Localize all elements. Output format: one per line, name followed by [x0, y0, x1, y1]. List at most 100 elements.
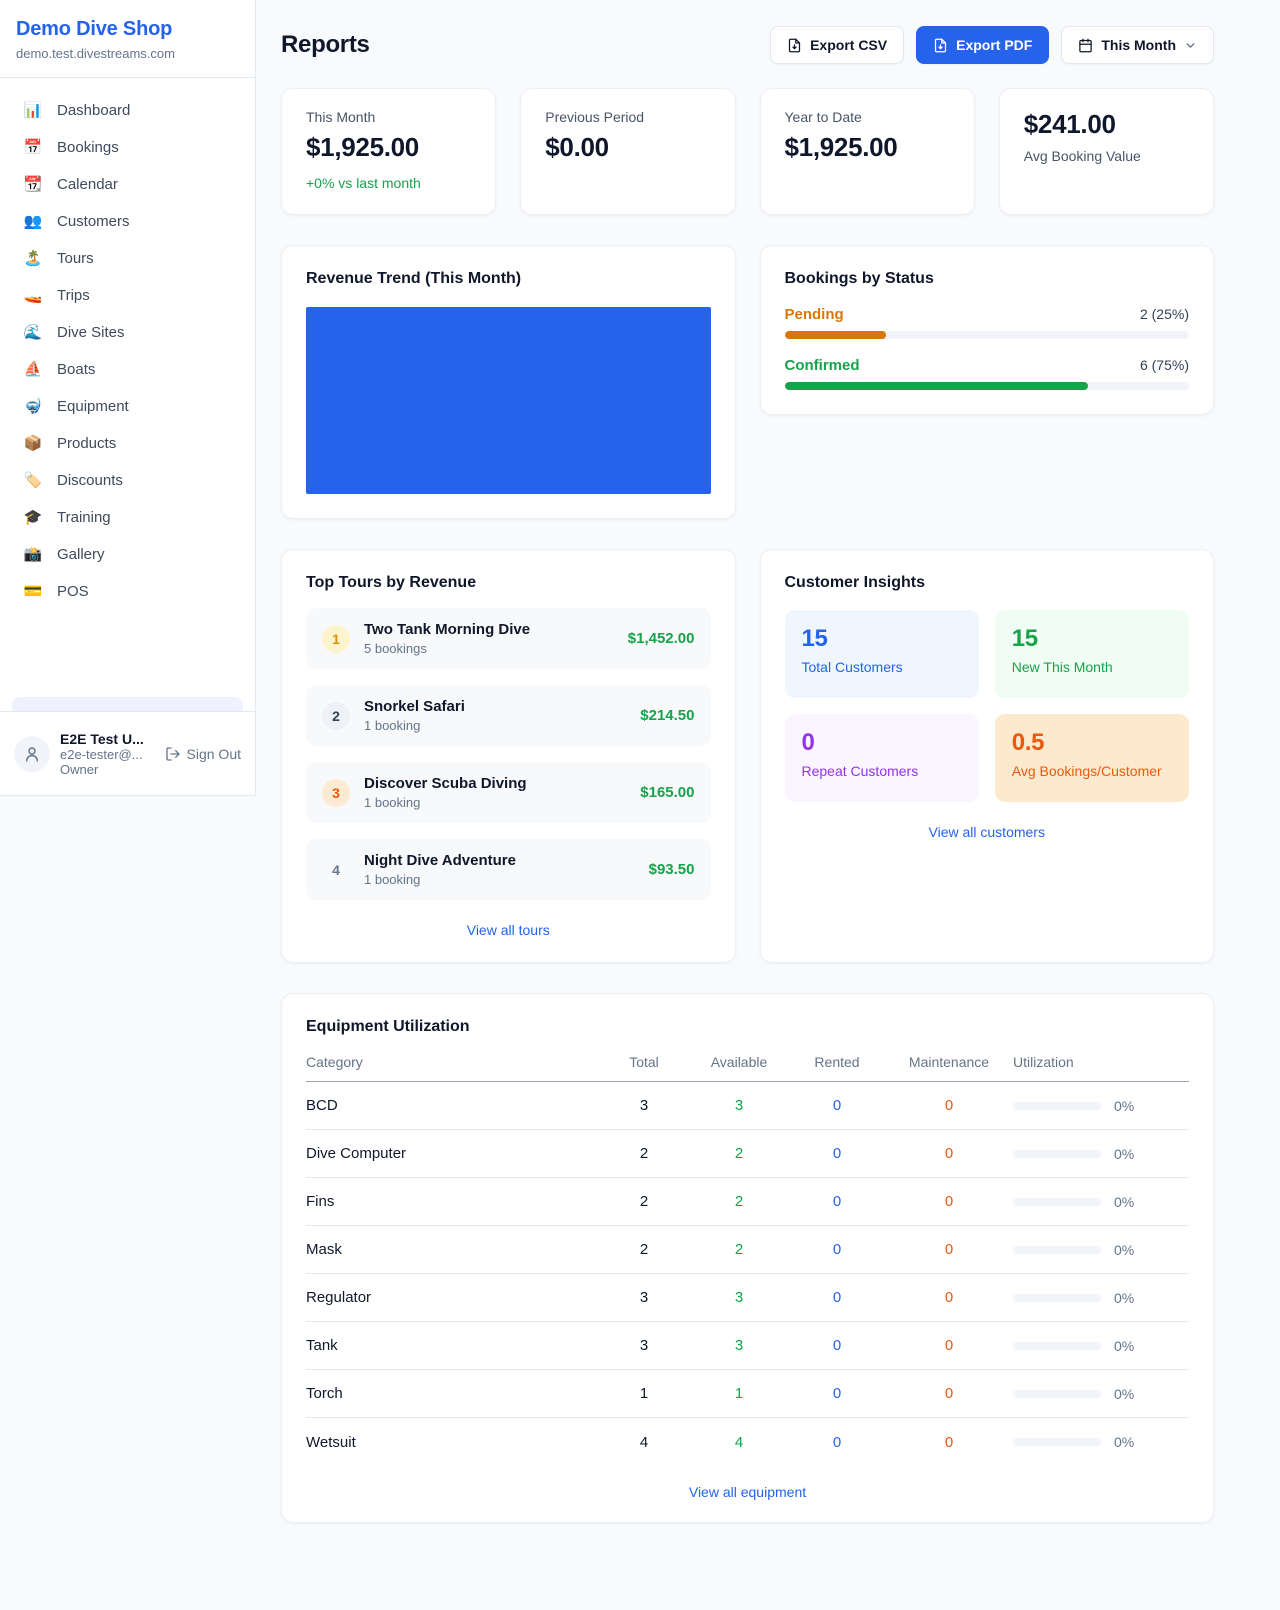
sidebar-item-tours[interactable]: 🏝️ Tours — [12, 240, 243, 277]
avatar — [14, 735, 50, 772]
sidebar-item-bookings[interactable]: 📅 Bookings — [12, 129, 243, 166]
person-icon — [26, 746, 38, 761]
stat-card-0: This Month $1,925.00 +0% vs last month — [281, 88, 497, 215]
export-csv-label: Export CSV — [810, 37, 888, 53]
tour-revenue: $93.50 — [648, 861, 695, 878]
stat-label: Year to Date — [784, 109, 862, 125]
tour-name: Snorkel Safari — [364, 698, 465, 715]
tour-row-2: 2 Snorkel Safari 1 booking $214.50 — [306, 685, 711, 746]
rank-badge: 1 — [322, 624, 350, 653]
sidebar-item-dive-sites[interactable]: 🌊 Dive Sites — [12, 314, 243, 351]
tour-meta: Two Tank Morning Dive 5 bookings — [364, 621, 614, 656]
status-bar-fill — [784, 331, 886, 339]
sidebar-item-label: Training — [57, 509, 111, 526]
tour-revenue: $1,452.00 — [627, 630, 695, 647]
sidebar-item-trips[interactable]: 🚤 Trips — [12, 277, 243, 314]
cell-total: 2 — [639, 1193, 649, 1210]
utilization-bar-track — [1013, 1389, 1101, 1398]
sidebar-item-label: POS — [57, 583, 89, 600]
cell-category: Regulator — [306, 1289, 372, 1306]
export-csv-button[interactable]: Export CSV — [770, 26, 905, 64]
utilization-bar-track — [1013, 1293, 1101, 1302]
tour-name: Two Tank Morning Dive — [364, 621, 531, 638]
equipment-table-header: Category Total Available Rented Maintena… — [306, 1054, 1189, 1082]
page-header: Reports Export CSV Export PDF This Month — [281, 26, 1214, 64]
cell-rented: 0 — [832, 1145, 842, 1162]
credit-card-icon: 💳 — [23, 583, 43, 600]
tour-list: 1 Two Tank Morning Dive 5 bookings $1,452.0… — [306, 608, 711, 900]
tear-calendar-icon: 📆 — [23, 176, 43, 193]
utilization-bar-track — [1013, 1438, 1101, 1446]
bookings-by-status-title: Bookings by Status — [784, 270, 934, 287]
shop-domain: demo.test.divestreams.com — [16, 46, 175, 61]
view-all-equipment-link[interactable]: View all equipment — [688, 1484, 807, 1500]
cell-available: 3 — [734, 1289, 744, 1306]
column-header-category: Category — [306, 1054, 363, 1070]
sidebar-item-training[interactable]: 🎓 Training — [12, 499, 243, 536]
cell-rented: 0 — [832, 1097, 842, 1114]
cell-category: Dive Computer — [306, 1145, 407, 1162]
stat-value: $1,925.00 — [306, 132, 419, 162]
user-email: e2e-tester@... — [60, 746, 143, 762]
equipment-row-mask: Mask 2 2 0 0 0% — [306, 1226, 1189, 1274]
insight-tile-2: 0 Repeat Customers — [784, 714, 979, 802]
cell-category: Torch — [306, 1385, 343, 1402]
utilization-percent: 0% — [1114, 1337, 1135, 1354]
sidebar-item-discounts[interactable]: 🏷️ Discounts — [12, 462, 243, 499]
stat-label: This Month — [306, 109, 376, 125]
sign-out-button[interactable]: Sign Out — [165, 746, 241, 762]
grad-cap-icon: 🎓 — [23, 509, 43, 526]
period-dropdown[interactable]: This Month — [1061, 26, 1214, 64]
sidebar-item-customers[interactable]: 👥 Customers — [12, 203, 243, 240]
cell-utilization: 0% — [1013, 1194, 1189, 1210]
cell-utilization: 0% — [1013, 1242, 1189, 1258]
column-header-rented: Rented — [814, 1054, 860, 1070]
cell-maintenance: 0 — [944, 1241, 954, 1258]
cell-rented: 0 — [832, 1385, 842, 1402]
status-line: Pending 2 (25%) — [785, 306, 1190, 323]
sidebar-item-pos[interactable]: 💳 POS — [12, 573, 243, 610]
cell-maintenance: 0 — [944, 1289, 954, 1306]
insight-label: Avg Bookings/Customer — [1011, 763, 1162, 779]
export-pdf-button[interactable]: Export PDF — [916, 26, 1050, 64]
sidebar-item-products[interactable]: 📦 Products — [12, 425, 243, 462]
cell-utilization: 0% — [1013, 1434, 1189, 1450]
cell-category: BCD — [306, 1097, 338, 1114]
insight-label: Total Customers — [801, 659, 903, 675]
equipment-row-wetsuit: Wetsuit 4 4 0 0 0% — [306, 1418, 1189, 1466]
cell-utilization: 0% — [1013, 1338, 1189, 1354]
sidebar-item-label: Gallery — [57, 546, 105, 563]
sidebar-item-equipment[interactable]: 🤿 Equipment — [12, 388, 243, 425]
sidebar-item-label: Dashboard — [57, 102, 131, 119]
utilization-percent: 0% — [1114, 1193, 1135, 1210]
view-all-tours-link[interactable]: View all tours — [466, 922, 550, 938]
cell-utilization: 0% — [1013, 1386, 1189, 1402]
sidebar-item-label: Discounts — [57, 472, 123, 489]
sidebar: Demo Dive Shop demo.test.divestreams.com… — [0, 0, 256, 796]
cell-category: Wetsuit — [306, 1433, 356, 1451]
sidebar-item-calendar[interactable]: 📆 Calendar — [12, 166, 243, 203]
sidebar-item-boats[interactable]: ⛵ Boats — [12, 351, 243, 388]
status-label: Pending — [784, 306, 844, 323]
insight-value: 0 — [801, 729, 815, 756]
customer-insights-title: Customer Insights — [784, 574, 925, 591]
top-tours-title: Top Tours by Revenue — [306, 574, 477, 591]
tour-row-3: 3 Discover Scuba Diving 1 booking $165.00 — [306, 762, 711, 823]
status-count: 2 (25%) — [1139, 306, 1189, 322]
sidebar-item-gallery[interactable]: 📸 Gallery — [12, 536, 243, 573]
view-all-customers-link[interactable]: View all customers — [928, 824, 1045, 840]
sidebar-item-dashboard[interactable]: 📊 Dashboard — [12, 92, 243, 129]
status-bar-track — [784, 382, 1189, 390]
user-info: E2E Test U... e2e-tester@... Owner — [60, 731, 155, 777]
stat-label: Avg Booking Value — [1023, 148, 1141, 164]
cell-rented: 0 — [832, 1241, 842, 1258]
cell-available: 2 — [734, 1145, 744, 1162]
cell-rented: 0 — [832, 1433, 842, 1451]
export-pdf-label: Export PDF — [956, 37, 1033, 53]
insight-value: 0.5 — [1011, 729, 1045, 756]
sidebar-item-reports-active-partial[interactable] — [12, 697, 243, 713]
cell-category: Tank — [306, 1337, 338, 1354]
rank-badge: 3 — [322, 778, 350, 807]
tour-name: Night Dive Adventure — [364, 852, 516, 869]
utilization-bar-track — [1013, 1197, 1101, 1206]
